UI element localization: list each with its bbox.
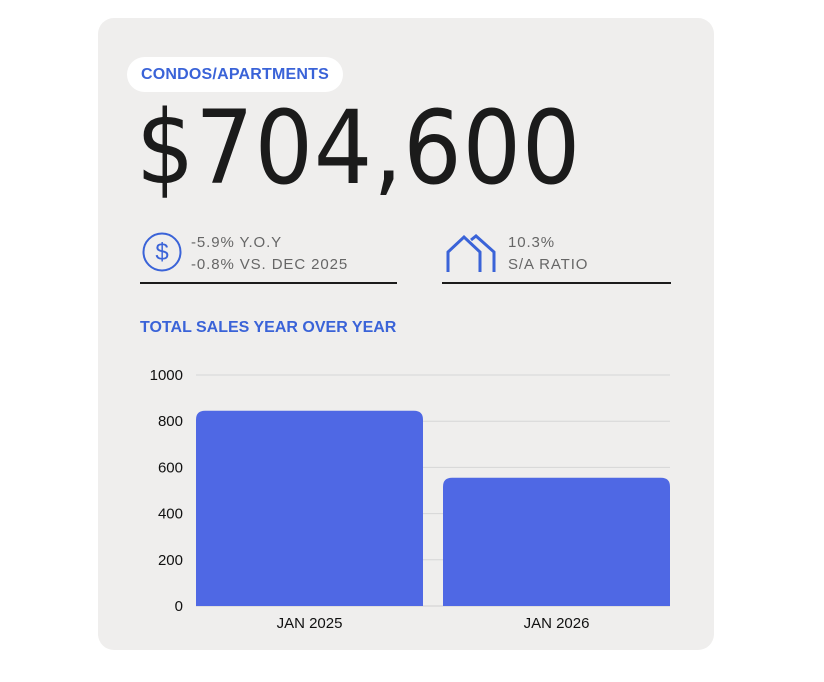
- house-outline-icon: [446, 234, 496, 272]
- bar-jan-2026: [443, 477, 670, 606]
- sa-ratio-value: 10.3%: [508, 234, 556, 251]
- category-badge: CONDOS/APARTMENTS: [127, 57, 343, 92]
- y-tick-label: 0: [175, 598, 183, 615]
- y-tick-label: 200: [158, 552, 183, 569]
- svg-text:$: $: [155, 239, 168, 266]
- chart-title: TOTAL SALES YEAR OVER YEAR: [140, 319, 397, 336]
- x-tick-label: JAN 2025: [277, 615, 343, 632]
- dollar-circle-icon: $: [142, 232, 182, 272]
- y-tick-label: 1000: [150, 367, 183, 384]
- category-label: CONDOS/APARTMENTS: [141, 65, 329, 83]
- stat-divider: [140, 282, 397, 284]
- y-tick-label: 600: [158, 459, 183, 476]
- yoy-change: -5.9% Y.O.Y: [191, 234, 283, 251]
- y-tick-label: 800: [158, 413, 183, 430]
- y-tick-label: 400: [158, 506, 183, 523]
- x-tick-label: JAN 2026: [524, 615, 590, 632]
- median-price: $704,600: [136, 89, 582, 208]
- month-change: -0.8% VS. DEC 2025: [191, 256, 349, 273]
- stat-divider: [442, 282, 671, 284]
- sa-ratio-label: S/A RATIO: [508, 256, 589, 273]
- bar-jan-2025: [196, 410, 423, 606]
